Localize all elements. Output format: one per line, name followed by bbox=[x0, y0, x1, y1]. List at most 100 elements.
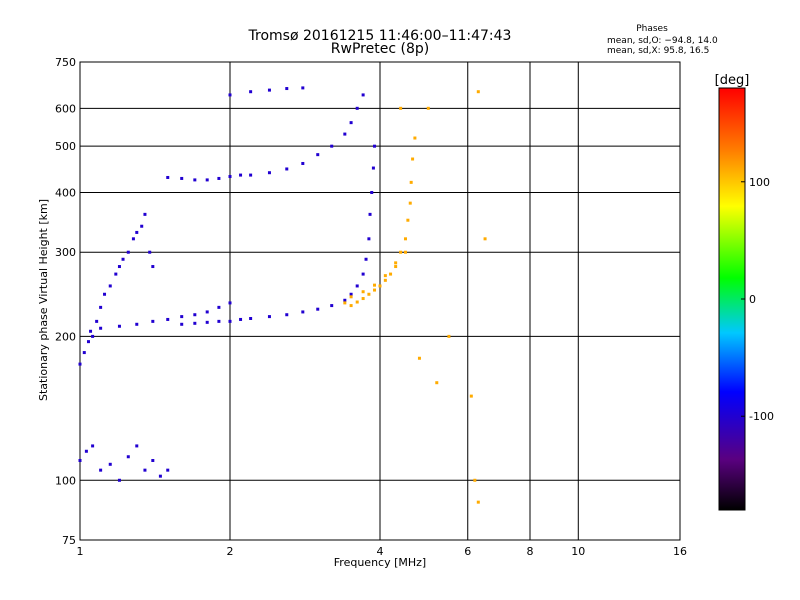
data-point bbox=[371, 166, 375, 170]
data-point bbox=[355, 300, 359, 304]
data-point bbox=[193, 178, 197, 182]
data-point bbox=[158, 474, 162, 478]
data-point bbox=[285, 87, 289, 91]
data-point bbox=[121, 257, 125, 261]
data-point bbox=[135, 322, 139, 326]
data-point bbox=[117, 265, 121, 269]
data-point bbox=[78, 362, 82, 366]
y-tick-label: 500 bbox=[55, 140, 76, 153]
data-point bbox=[394, 265, 398, 269]
data-point bbox=[239, 317, 243, 321]
grid-lines bbox=[80, 62, 680, 540]
colorbar-ticks: 100 0 -100 bbox=[741, 176, 774, 423]
data-point bbox=[143, 212, 147, 216]
data-point bbox=[126, 455, 130, 459]
data-point bbox=[373, 283, 377, 287]
data-point bbox=[389, 272, 393, 276]
stats-o: mean, sd,O: −94.8, 14.0 bbox=[607, 36, 718, 46]
data-point bbox=[383, 274, 387, 278]
data-point bbox=[239, 173, 243, 177]
data-point bbox=[476, 90, 480, 94]
chart-title: Tromsø 20161215 11:46:00–11:47:43 bbox=[248, 28, 512, 44]
data-point bbox=[483, 237, 487, 241]
data-point bbox=[205, 310, 209, 314]
data-point bbox=[417, 356, 421, 360]
data-point bbox=[193, 321, 197, 325]
data-point bbox=[301, 86, 305, 90]
data-point bbox=[399, 106, 403, 110]
chart-subtitle: RwPretec (8p) bbox=[331, 41, 429, 57]
data-point bbox=[343, 298, 347, 302]
data-point bbox=[267, 88, 271, 92]
y-tick-label: 200 bbox=[55, 330, 76, 343]
x-tick-label: 16 bbox=[673, 545, 687, 558]
stats-title: Phases bbox=[636, 24, 668, 34]
data-points bbox=[78, 86, 487, 504]
data-point bbox=[435, 381, 439, 385]
data-point bbox=[180, 315, 184, 319]
data-point bbox=[447, 334, 451, 338]
data-point bbox=[166, 468, 170, 472]
data-point bbox=[409, 180, 413, 184]
data-point bbox=[205, 178, 209, 182]
data-point bbox=[355, 284, 359, 288]
data-point bbox=[301, 310, 305, 314]
data-point bbox=[285, 167, 289, 171]
data-point bbox=[349, 121, 353, 125]
data-point bbox=[228, 175, 232, 179]
data-point bbox=[114, 272, 118, 276]
data-point bbox=[91, 444, 95, 448]
data-point bbox=[285, 313, 289, 317]
data-point bbox=[126, 250, 130, 254]
data-point bbox=[140, 224, 144, 228]
data-point bbox=[108, 284, 112, 288]
data-point bbox=[364, 257, 368, 261]
data-point bbox=[151, 265, 155, 269]
data-point bbox=[249, 316, 253, 320]
data-point bbox=[411, 157, 415, 161]
data-point bbox=[368, 212, 372, 216]
data-point bbox=[151, 458, 155, 462]
data-point bbox=[103, 292, 107, 296]
data-point bbox=[316, 307, 320, 311]
data-point bbox=[249, 173, 253, 177]
data-point bbox=[301, 161, 305, 165]
data-point bbox=[373, 288, 377, 292]
data-point bbox=[217, 176, 221, 180]
data-point bbox=[135, 230, 139, 234]
data-point bbox=[108, 462, 112, 466]
y-tick-label: 400 bbox=[55, 186, 76, 199]
y-tick-label: 300 bbox=[55, 246, 76, 259]
data-point bbox=[89, 329, 93, 333]
data-point bbox=[151, 319, 155, 323]
data-point bbox=[99, 305, 103, 309]
x-tick-label: 6 bbox=[464, 545, 471, 558]
data-point bbox=[349, 304, 353, 308]
stats-x: mean, sd,X: 95.8, 16.5 bbox=[607, 46, 709, 56]
data-point bbox=[413, 136, 417, 140]
data-point bbox=[349, 292, 353, 296]
data-point bbox=[205, 320, 209, 324]
data-point bbox=[180, 322, 184, 326]
colorbar-tick-label: 0 bbox=[749, 293, 756, 306]
data-point bbox=[117, 324, 121, 328]
data-point bbox=[228, 301, 232, 305]
data-point bbox=[84, 449, 88, 453]
data-point bbox=[426, 106, 430, 110]
data-point bbox=[349, 295, 353, 299]
data-point bbox=[228, 93, 232, 97]
x-tick-label: 1 bbox=[77, 545, 84, 558]
data-point bbox=[143, 468, 147, 472]
y-axis-label: Stationary phase Virtual Height [km] bbox=[37, 199, 50, 401]
x-tick-label: 10 bbox=[571, 545, 585, 558]
data-point bbox=[180, 176, 184, 180]
data-point bbox=[228, 319, 232, 323]
data-point bbox=[193, 313, 197, 317]
colorbar bbox=[718, 87, 746, 511]
x-tick-label: 8 bbox=[527, 545, 534, 558]
data-point bbox=[95, 319, 99, 323]
data-point bbox=[355, 106, 359, 110]
data-point bbox=[403, 237, 407, 241]
data-point bbox=[86, 340, 90, 344]
